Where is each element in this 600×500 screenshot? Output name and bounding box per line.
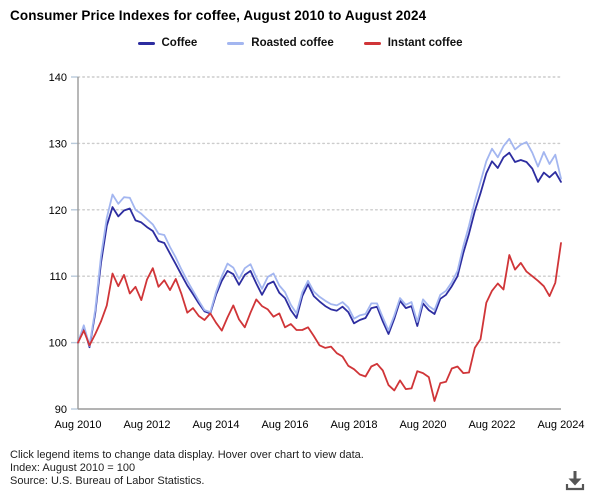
chart-legend: Coffee Roasted coffee Instant coffee (0, 37, 600, 49)
footnote-index-base: Index: August 2010 = 100 (10, 461, 136, 474)
svg-text:Aug 2022: Aug 2022 (468, 419, 515, 431)
legend-item-instant-coffee[interactable]: Instant coffee (363, 37, 463, 49)
cpi-line-chart[interactable]: 90 100 110 120 130 140 Aug 2010 Aug 2012 Aug 201… (0, 0, 600, 445)
download-icon (565, 471, 585, 491)
chart-footnotes: Click legend items to change data displa… (10, 449, 570, 487)
svg-text:130: 130 (49, 138, 67, 150)
svg-text:Aug 2014: Aug 2014 (192, 419, 239, 431)
legend-label-instant-coffee: Instant coffee (387, 37, 463, 49)
page-title: Consumer Price Indexes for coffee, Augus… (10, 8, 427, 23)
svg-text:Aug 2016: Aug 2016 (261, 419, 308, 431)
download-button[interactable] (561, 467, 589, 493)
svg-text:140: 140 (49, 72, 67, 84)
svg-text:90: 90 (55, 404, 67, 416)
svg-text:Aug 2012: Aug 2012 (123, 419, 170, 431)
footnote-interaction-hint: Click legend items to change data displa… (10, 449, 364, 461)
svg-text:110: 110 (49, 271, 67, 283)
svg-text:Aug 2010: Aug 2010 (54, 419, 101, 431)
legend-item-roasted-coffee[interactable]: Roasted coffee (227, 37, 334, 49)
instant-coffee-line-swatch-icon (363, 41, 381, 45)
svg-text:120: 120 (49, 205, 67, 217)
svg-text:Aug 2024: Aug 2024 (537, 419, 584, 431)
legend-item-coffee[interactable]: Coffee (137, 37, 198, 49)
svg-text:Aug 2018: Aug 2018 (330, 419, 377, 431)
svg-text:Aug 2020: Aug 2020 (399, 419, 446, 431)
svg-text:100: 100 (49, 338, 67, 350)
footnote-source: Source: U.S. Bureau of Labor Statistics. (10, 474, 205, 487)
legend-label-roasted-coffee: Roasted coffee (251, 37, 334, 49)
roasted-coffee-line-swatch-icon (227, 41, 245, 45)
coffee-line-swatch-icon (137, 41, 155, 45)
legend-label-coffee: Coffee (161, 37, 198, 49)
